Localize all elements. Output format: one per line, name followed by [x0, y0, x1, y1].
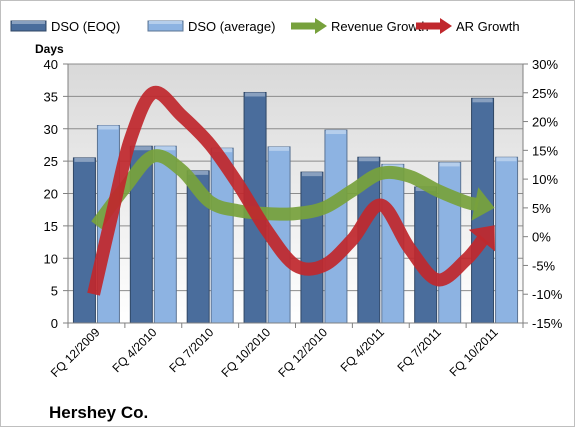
x-tick-label: FQ 7/2011 [394, 325, 444, 375]
bar-highlight [496, 157, 517, 162]
bar-highlight [188, 170, 209, 175]
x-tick-label: FQ 12/2010 [275, 325, 330, 380]
y-tick-label: 20 [44, 187, 58, 202]
legend: DSO (EOQ) DSO (average) Revenue Growth AR G… [10, 18, 520, 34]
y-axis-label: Days [35, 42, 64, 56]
x-tick-label: FQ 7/2010 [166, 325, 216, 375]
bar-highlight [358, 157, 379, 162]
legend-swatch-highlight [12, 21, 45, 24]
bar-highlight [325, 130, 346, 135]
bar-highlight [245, 92, 266, 97]
bar [300, 171, 324, 324]
growth-line-arrowhead [468, 225, 495, 252]
bar-highlight [131, 146, 152, 151]
y-tick-label: 25 [44, 154, 58, 169]
y2-tick-label: -5% [532, 258, 556, 273]
legend-label: DSO (average) [188, 19, 275, 34]
bar-highlight [269, 146, 290, 151]
growth-lines [87, 85, 495, 296]
y2-tick-label: -15% [532, 316, 563, 331]
y-tick-label: 40 [44, 57, 58, 72]
bar-body [153, 145, 177, 324]
y2-tick-label: 20% [532, 115, 558, 130]
bar-body [72, 157, 96, 324]
bar-highlight [98, 125, 119, 130]
y-tick-label: 0 [51, 316, 58, 331]
y2-tick-label: 10% [532, 172, 558, 187]
x-tick-label: FQ 4/2011 [338, 325, 388, 375]
legend-item: AR Growth [416, 18, 520, 34]
bar [72, 157, 96, 324]
bar-highlight [439, 162, 460, 167]
x-tick-label: FQ 10/2010 [218, 325, 273, 380]
y-tick-label: 5 [51, 284, 58, 299]
y2-tick-label: 30% [532, 57, 558, 72]
y2-tick-label: 5% [532, 201, 551, 216]
growth-line [91, 149, 495, 230]
x-tick-label: FQ 4/2010 [109, 325, 159, 375]
growth-line-path [87, 85, 489, 296]
legend-swatch-arrow [315, 18, 327, 34]
legend-label: Revenue Growth [331, 19, 429, 34]
bar-body [495, 156, 519, 324]
legend-swatch-highlight [149, 21, 182, 24]
bar [324, 129, 348, 324]
legend-item: DSO (average) [147, 19, 275, 34]
legend-label: AR Growth [456, 19, 520, 34]
x-tick-label: FQ 10/2011 [447, 325, 501, 379]
y2-tick-label: 15% [532, 143, 558, 158]
legend-item: DSO (EOQ) [10, 19, 120, 34]
y-tick-label: 30 [44, 122, 58, 137]
bar-body [300, 171, 324, 324]
y-tick-label: 15 [44, 219, 58, 234]
legend-item: Revenue Growth [291, 18, 429, 34]
bar [495, 156, 519, 324]
growth-line-path [91, 149, 480, 230]
growth-line-arrowhead [471, 187, 495, 221]
company-label: Hershey Co. [49, 403, 148, 422]
growth-line [87, 85, 495, 296]
y2-tick-label: 0% [532, 230, 551, 245]
bar [153, 145, 177, 324]
legend-swatch-arrow [440, 18, 452, 34]
y-tick-label: 10 [44, 251, 58, 266]
bar-highlight [155, 146, 176, 151]
y2-tick-label: 25% [532, 86, 558, 101]
bar-body [324, 129, 348, 324]
y2-tick-label: -10% [532, 287, 563, 302]
y-tick-label: 35 [44, 89, 58, 104]
legend-label: DSO (EOQ) [51, 19, 120, 34]
bar-highlight [472, 98, 493, 103]
x-tick-label: FQ 12/2009 [48, 325, 103, 380]
bar-highlight [74, 157, 95, 162]
bar-highlight [301, 172, 322, 177]
